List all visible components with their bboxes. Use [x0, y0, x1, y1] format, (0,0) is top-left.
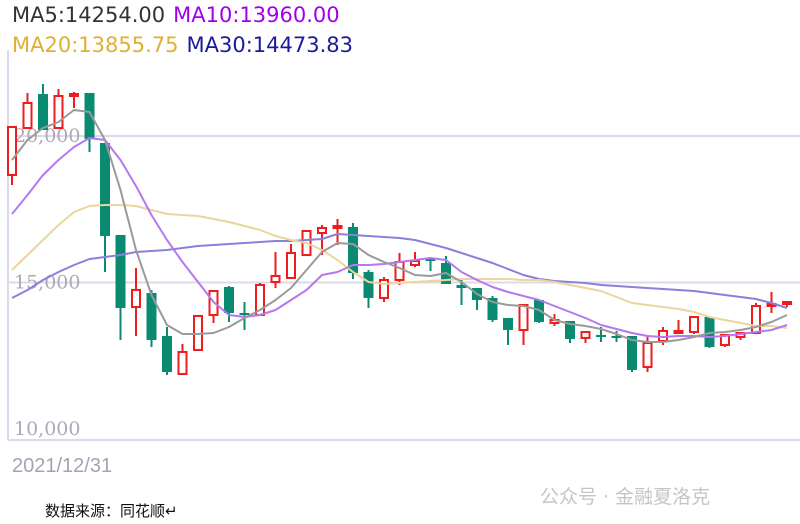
ma5-line — [11, 109, 788, 343]
candle-body-down — [565, 320, 575, 339]
candle-body-down — [425, 258, 436, 261]
y-tick-label: 15,000 — [14, 271, 80, 293]
candle-body-down — [487, 297, 498, 320]
candle-body-up — [518, 303, 529, 331]
candle-body-down — [704, 317, 715, 347]
candle-body-down — [146, 292, 157, 341]
candle-body-up — [673, 329, 684, 334]
candle-body-up — [394, 260, 405, 281]
candle-body-down — [38, 94, 48, 130]
legend-ma30: MA30:14473.83 — [186, 33, 353, 57]
candle-body-up — [53, 94, 64, 129]
watermark: 公众号 · 金融夏洛克 — [540, 486, 711, 508]
legend-row-1: MA5:14254.00 MA10:13960.00 — [12, 2, 348, 28]
candle-body-down — [115, 234, 126, 308]
candle-body-up — [410, 259, 420, 266]
candle-body-up — [580, 331, 591, 339]
candle-body-up — [689, 316, 699, 334]
candle-body-down — [239, 312, 250, 315]
candle-body-up — [317, 226, 327, 235]
candle-body-up — [270, 274, 281, 283]
candle-body-down — [363, 271, 374, 298]
candle-body-up — [131, 288, 141, 308]
candle-body-up — [286, 251, 296, 279]
candle-body-up — [379, 278, 389, 299]
y-tick-label: 10,000 — [14, 418, 80, 440]
candle-body-up — [751, 304, 761, 334]
candle-body-down — [627, 335, 637, 370]
ma20-line — [11, 204, 788, 329]
candle-body-down — [456, 284, 467, 288]
candle-body-down — [348, 226, 358, 273]
candle-body-down — [503, 317, 513, 330]
ma30-line — [11, 233, 788, 309]
candle-body-down — [596, 334, 606, 337]
date-label: 2021/12/31 — [12, 455, 113, 477]
candle-body-up — [782, 301, 792, 306]
candle-body-up — [22, 102, 33, 129]
candle-body-down — [611, 335, 622, 338]
legend-row-2: MA20:13855.75 MA30:14473.83 — [12, 32, 361, 58]
candle-body-down — [84, 92, 95, 139]
candle-body-up — [642, 341, 653, 368]
candle-body-down — [224, 287, 234, 313]
y-tick-label: 20,000 — [14, 125, 80, 147]
candle-body-up — [332, 224, 343, 229]
ma10-line — [11, 137, 788, 338]
candle-body-up — [7, 125, 17, 176]
candle-body-up — [69, 93, 79, 98]
legend-ma5: MA5:14254.00 — [12, 3, 166, 27]
legend-ma20: MA20:13855.75 — [12, 33, 179, 57]
legend-ma10: MA10:13960.00 — [173, 3, 340, 27]
candle-body-up — [177, 350, 188, 375]
data-source-note: 数据来源：同花顺↵ — [45, 502, 178, 520]
candle-body-down — [100, 142, 110, 236]
candle-body-down — [162, 335, 172, 372]
